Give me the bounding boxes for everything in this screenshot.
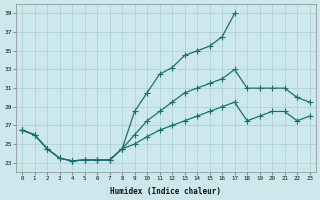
X-axis label: Humidex (Indice chaleur): Humidex (Indice chaleur) bbox=[110, 187, 221, 196]
